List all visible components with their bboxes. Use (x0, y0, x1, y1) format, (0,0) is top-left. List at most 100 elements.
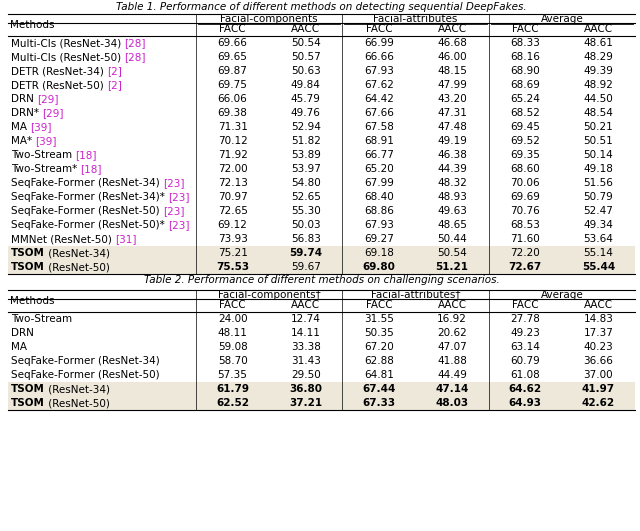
Text: [31]: [31] (115, 234, 136, 244)
Text: Facial-components†: Facial-components† (218, 289, 321, 299)
Text: Facial-components: Facial-components (220, 13, 318, 23)
Text: 66.77: 66.77 (364, 150, 394, 160)
Text: 50.14: 50.14 (584, 150, 613, 160)
Text: 33.38: 33.38 (291, 342, 321, 352)
Text: 50.03: 50.03 (291, 220, 321, 230)
Text: 63.14: 63.14 (510, 342, 540, 352)
Text: 68.90: 68.90 (510, 66, 540, 76)
Text: 68.53: 68.53 (510, 220, 540, 230)
Text: 49.23: 49.23 (510, 328, 540, 338)
Text: 48.29: 48.29 (584, 52, 613, 62)
Text: 66.99: 66.99 (364, 38, 394, 48)
Text: 16.92: 16.92 (437, 314, 467, 324)
Text: [28]: [28] (125, 38, 146, 48)
Text: 69.45: 69.45 (510, 122, 540, 132)
Text: 71.92: 71.92 (218, 150, 248, 160)
Text: [23]: [23] (168, 192, 189, 202)
Text: Two-Stream: Two-Stream (11, 314, 72, 324)
Text: 69.12: 69.12 (218, 220, 248, 230)
Text: 50.63: 50.63 (291, 66, 321, 76)
Text: [23]: [23] (163, 178, 184, 188)
Text: 44.49: 44.49 (437, 370, 467, 380)
Text: 46.68: 46.68 (437, 38, 467, 48)
Text: 50.57: 50.57 (291, 52, 321, 62)
Text: 47.07: 47.07 (437, 342, 467, 352)
Text: 52.94: 52.94 (291, 122, 321, 132)
Text: 37.00: 37.00 (584, 370, 613, 380)
Text: 66.66: 66.66 (364, 52, 394, 62)
Text: AACC: AACC (584, 24, 613, 35)
Text: MA: MA (11, 342, 27, 352)
Bar (8, 260, 635, 274)
Text: 49.84: 49.84 (291, 80, 321, 90)
Text: 67.33: 67.33 (362, 398, 396, 408)
Text: [2]: [2] (107, 66, 122, 76)
Text: 57.35: 57.35 (218, 370, 248, 380)
Text: 69.18: 69.18 (364, 248, 394, 258)
Text: 51.82: 51.82 (291, 136, 321, 146)
Text: 70.12: 70.12 (218, 136, 248, 146)
Text: 48.93: 48.93 (437, 192, 467, 202)
Text: 67.20: 67.20 (364, 342, 394, 352)
Text: Table 1. Performance of different methods on detecting sequential DeepFakes.: Table 1. Performance of different method… (116, 2, 527, 12)
Text: 64.93: 64.93 (509, 398, 541, 408)
Text: 49.34: 49.34 (584, 220, 613, 230)
Text: FACC: FACC (512, 301, 539, 311)
Text: (ResNet-34): (ResNet-34) (45, 384, 110, 394)
Text: SeqFake-Former (ResNet-50): SeqFake-Former (ResNet-50) (11, 370, 159, 380)
Text: 67.93: 67.93 (364, 66, 394, 76)
Text: 49.63: 49.63 (437, 206, 467, 216)
Text: AACC: AACC (438, 24, 467, 35)
Text: 72.00: 72.00 (218, 164, 248, 174)
Text: 68.16: 68.16 (510, 52, 540, 62)
Text: SeqFake-Former (ResNet-34)*: SeqFake-Former (ResNet-34)* (11, 192, 168, 202)
Text: FACC: FACC (512, 24, 539, 35)
Text: 50.79: 50.79 (584, 192, 613, 202)
Text: 47.31: 47.31 (437, 108, 467, 118)
Text: 72.67: 72.67 (509, 262, 542, 272)
Text: Methods: Methods (10, 296, 54, 306)
Text: 55.30: 55.30 (291, 206, 321, 216)
Text: 52.65: 52.65 (291, 192, 321, 202)
Text: 64.62: 64.62 (509, 384, 542, 394)
Text: 46.00: 46.00 (437, 52, 467, 62)
Text: 68.91: 68.91 (364, 136, 394, 146)
Text: 66.06: 66.06 (218, 94, 248, 104)
Text: 68.52: 68.52 (510, 108, 540, 118)
Text: FACC: FACC (365, 301, 392, 311)
Text: [39]: [39] (30, 122, 52, 132)
Text: 62.88: 62.88 (364, 356, 394, 366)
Text: 67.66: 67.66 (364, 108, 394, 118)
Text: 47.48: 47.48 (437, 122, 467, 132)
Text: 68.33: 68.33 (510, 38, 540, 48)
Text: 64.81: 64.81 (364, 370, 394, 380)
Text: 75.21: 75.21 (218, 248, 248, 258)
Text: Multi-Cls (ResNet-50): Multi-Cls (ResNet-50) (11, 52, 124, 62)
Text: 36.66: 36.66 (584, 356, 613, 366)
Text: Facial-attributes: Facial-attributes (373, 13, 458, 23)
Text: 72.65: 72.65 (218, 206, 248, 216)
Text: Methods: Methods (10, 20, 54, 30)
Text: DETR (ResNet-34): DETR (ResNet-34) (11, 66, 107, 76)
Text: [29]: [29] (37, 94, 59, 104)
Text: DRN: DRN (11, 94, 37, 104)
Text: 58.70: 58.70 (218, 356, 248, 366)
Text: 49.39: 49.39 (584, 66, 613, 76)
Text: 54.80: 54.80 (291, 178, 321, 188)
Text: 59.74: 59.74 (289, 248, 323, 258)
Text: 47.99: 47.99 (437, 80, 467, 90)
Text: 56.83: 56.83 (291, 234, 321, 244)
Text: [28]: [28] (124, 52, 146, 62)
Text: 49.76: 49.76 (291, 108, 321, 118)
Text: 48.11: 48.11 (218, 328, 248, 338)
Text: 42.62: 42.62 (582, 398, 615, 408)
Text: 69.38: 69.38 (218, 108, 248, 118)
Text: 20.62: 20.62 (437, 328, 467, 338)
Text: AACC: AACC (584, 301, 613, 311)
Text: 69.75: 69.75 (218, 80, 248, 90)
Text: 29.50: 29.50 (291, 370, 321, 380)
Text: 50.44: 50.44 (437, 234, 467, 244)
Text: 69.27: 69.27 (364, 234, 394, 244)
Text: 48.54: 48.54 (584, 108, 613, 118)
Text: 65.24: 65.24 (510, 94, 540, 104)
